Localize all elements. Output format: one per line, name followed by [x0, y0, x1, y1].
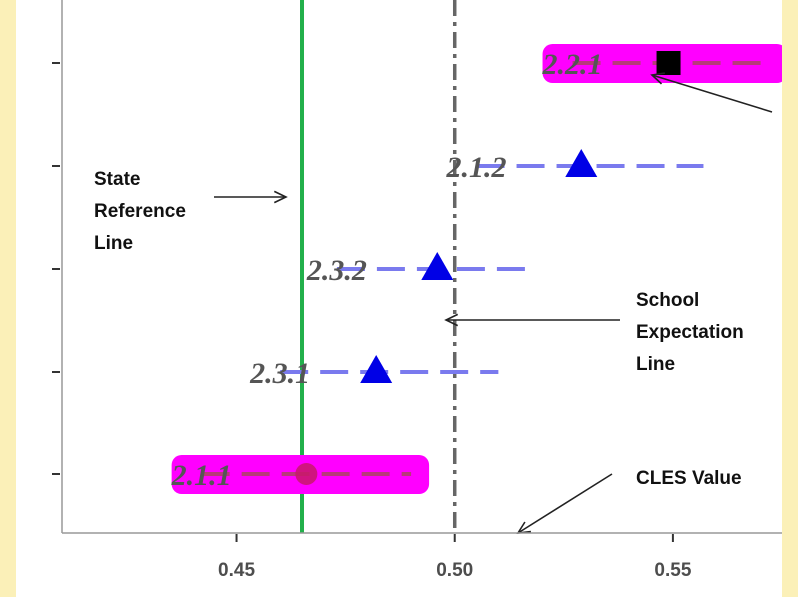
state-reference-arrow: [214, 190, 288, 204]
circle-marker: [295, 463, 318, 485]
x-tick-label: 0.55: [654, 560, 691, 581]
school-expectation-annotation: Line: [636, 354, 675, 375]
triangle-marker: [421, 252, 454, 280]
arrow-head: [273, 190, 288, 204]
point-label: 2.2.1: [542, 48, 603, 81]
point-label: 2.1.2: [446, 151, 507, 184]
arrow-head: [444, 313, 459, 327]
x-tick-label: 0.50: [436, 560, 473, 581]
arrow-shaft: [517, 473, 613, 534]
school-expectation-annotation: School: [636, 290, 699, 311]
point-label: 2.3.2: [306, 254, 367, 287]
arrow-shaft: [651, 74, 773, 113]
highlight-point-arrow: [650, 72, 773, 113]
arrow-head: [516, 521, 532, 534]
cles-value-annotation: CLES Value: [636, 468, 742, 489]
state-reference-annotation: Line: [94, 233, 133, 254]
square-marker: [656, 51, 681, 75]
point-label: 2.1.1: [171, 459, 232, 492]
triangle-marker: [565, 149, 598, 177]
state-reference-annotation: State: [94, 169, 140, 190]
cles-chart: 2.2.1 2.1.2 2.3.2 2.3.1 2.1.1 State Reference…: [52, 0, 782, 581]
chart-frame: 2.2.1 2.1.2 2.3.2 2.3.1 2.1.1 State Reference…: [16, 0, 782, 597]
x-tick-label: 0.45: [218, 560, 255, 581]
school-expectation-annotation: Expectation: [636, 322, 744, 343]
cles-value-arrow: [516, 473, 613, 534]
school-expectation-arrow: [444, 313, 620, 327]
arrow-head: [650, 72, 665, 85]
triangle-marker: [360, 355, 393, 383]
state-reference-annotation: Reference: [94, 201, 186, 222]
point-label: 2.3.1: [249, 357, 310, 390]
